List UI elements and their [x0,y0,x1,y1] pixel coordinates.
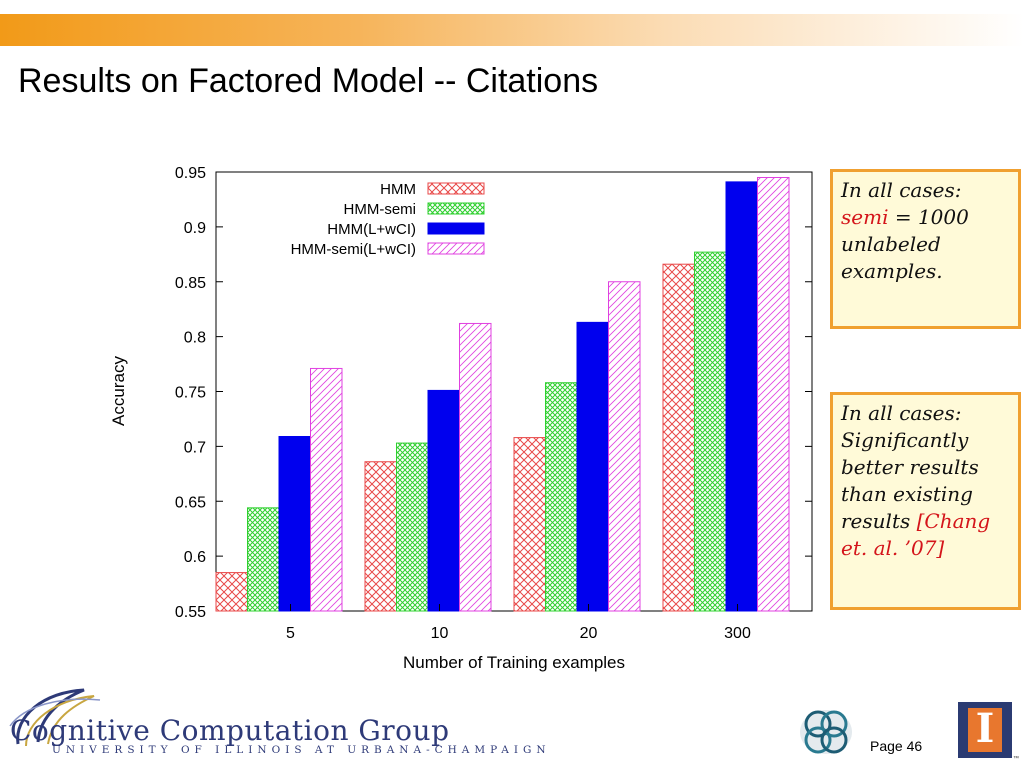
group-name: Cognitive Computation Group [10,714,450,747]
illinois-logo-inner: I [968,705,1002,752]
note-results-summary: In all cases: Significantly better resul… [830,392,1021,610]
bar-hmm-l-wci [725,181,758,612]
bar-hmm [513,437,546,612]
bar-hmm-semi [545,382,578,612]
cognitive-computation-group-logo [9,688,101,747]
note1-line4: examples. [841,259,943,283]
bar-chart: 0.55 0.6 0.65 0.7 0.75 0.8 0.85 0.9 0.95 5 10 20 300… [109,165,813,672]
illinois-i-mark: I [975,705,995,752]
bar-hmm-semi-l-wci [757,176,790,612]
note2-line1: In all cases: [841,401,962,425]
x-tick-label: 10 [431,625,449,642]
y-tick-label: 0.6 [184,549,206,566]
bar-hmm-semi-l-wci [459,322,492,612]
legend-swatch [427,182,485,195]
bar-hmm-l-wci [427,389,460,612]
note1-line2: semi = 1000 [841,204,1010,231]
note1-line2-rest: = 1000 [888,205,969,229]
note2-line5: results [Chang [841,508,1010,535]
semi-keyword: semi [841,205,889,229]
x-tick-label: 20 [580,625,598,642]
note2-line3: better results [841,455,979,479]
swirl-logo-icon [800,710,852,754]
note1-line1: In all cases: [841,178,962,202]
y-tick-label: 0.85 [175,275,206,292]
note1-line3: unlabeled [841,232,941,256]
citation-part2: et. al. ’07] [841,536,945,560]
title-accent-bar [0,14,1024,46]
bar-hmm [364,461,397,612]
y-axis-label: Accuracy [109,356,128,426]
slide-title: Results on Factored Model -- Citations [18,62,599,100]
page-number: Page 46 [870,738,923,754]
y-tick-label: 0.9 [184,220,206,237]
x-tick-label: 5 [286,625,295,642]
legend-label: HMM [380,181,416,198]
legend-swatch [427,242,485,255]
bar-hmm-semi-l-wci [310,367,343,612]
note2-line5-text: results [841,509,917,533]
y-tick-label: 0.75 [175,385,206,402]
university-name: UNIVERSITY OF ILLINOIS AT URBANA-CHAMPAI… [52,744,551,756]
citation-part1: [Chang [916,509,991,533]
note2-line4: than existing [841,482,973,506]
x-tick-label: 300 [724,625,751,642]
x-axis-label: Number of Training examples [403,653,625,672]
bar-hmm [662,263,695,612]
bar-hmm-semi [247,507,280,612]
y-tick-label: 0.8 [184,330,206,347]
bar-hmm-semi-l-wci [608,281,641,612]
legend-label: HMM-semi(L+wCI) [291,241,416,258]
legend-label: HMM(L+wCI) [327,221,416,238]
legend-label: HMM-semi [344,201,417,218]
bar-hmm-l-wci [278,435,311,612]
note-semi-definition: In all cases: semi = 1000 unlabeled exam… [830,169,1021,329]
legend-swatch [427,222,485,235]
legend-swatch [427,202,485,215]
trademark-mark: ™ [1013,756,1019,762]
y-tick-label: 0.65 [175,494,206,511]
bar-hmm [215,572,248,612]
bar-hmm-semi [396,442,429,612]
illinois-logo-icon: I [958,702,1012,758]
y-tick-label: 0.95 [175,165,206,182]
bar-hmm-l-wci [576,321,609,612]
note2-line2: Significantly [841,428,969,452]
bar-hmm-semi [694,251,727,612]
y-tick-label: 0.7 [184,439,206,456]
y-tick-label: 0.55 [175,604,206,621]
